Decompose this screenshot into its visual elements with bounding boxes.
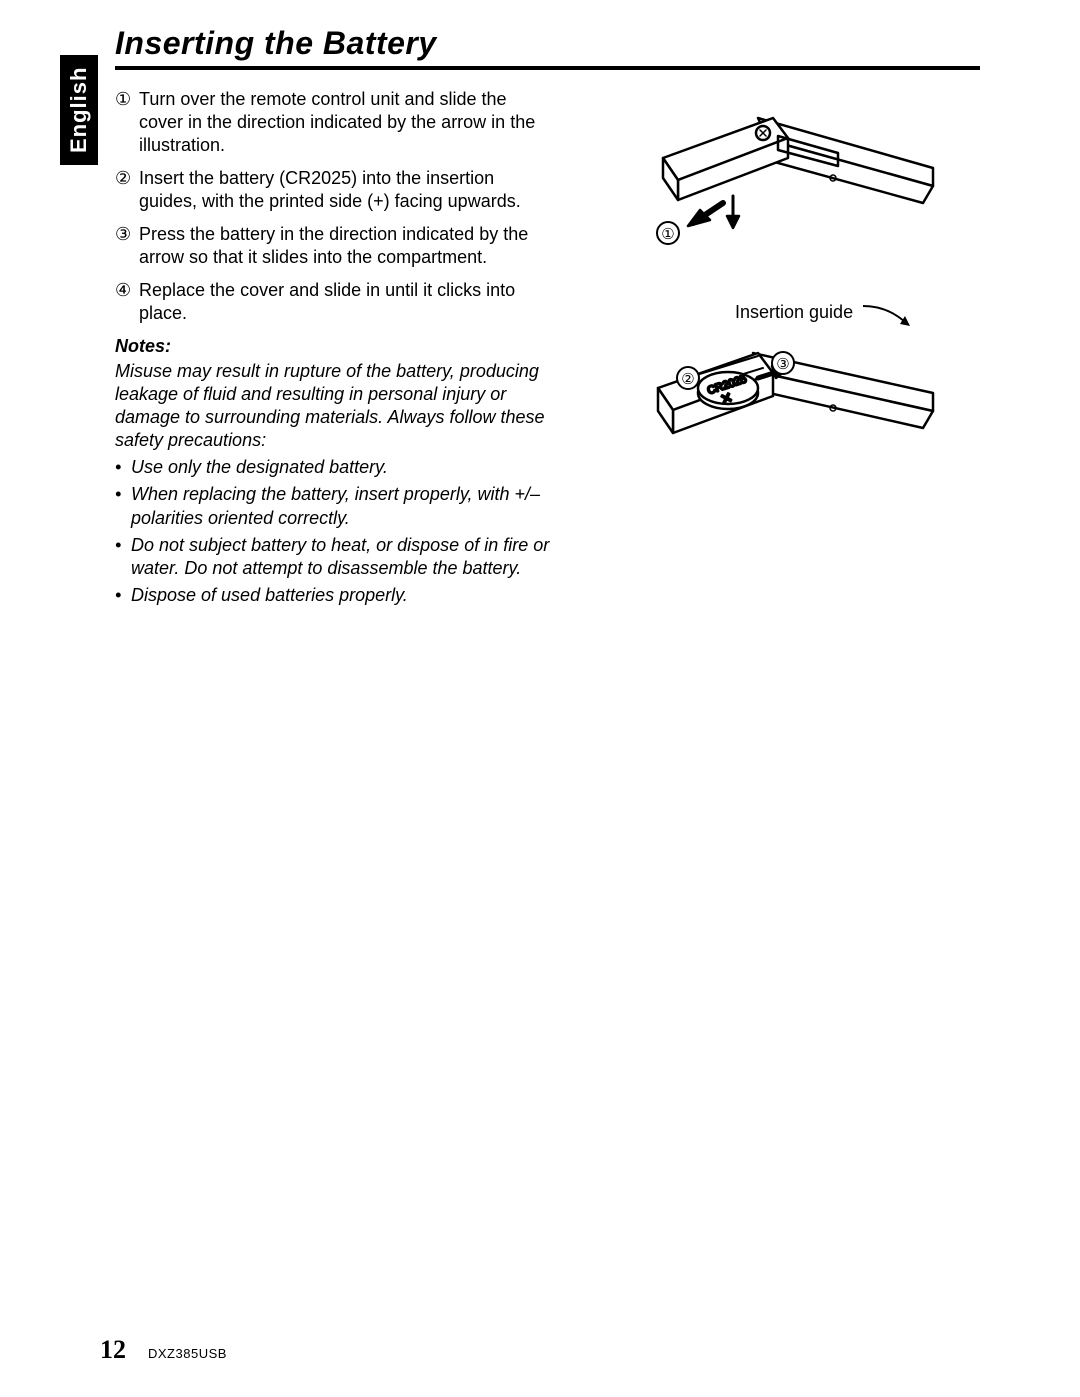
note-text: When replacing the battery, insert prope… [131, 483, 555, 529]
callout-3-icon: ③ [772, 352, 794, 374]
note-text: Use only the designated battery. [131, 456, 555, 479]
bullet-icon: • [115, 584, 131, 607]
note-item: • Use only the designated battery. [115, 456, 555, 479]
leader-arrow-icon [858, 298, 918, 328]
step-text: Turn over the remote control unit and sl… [139, 88, 555, 157]
step-item: ③ Press the battery in the direction ind… [115, 223, 555, 269]
notes-list: • Use only the designated battery. • Whe… [115, 456, 555, 606]
note-item: • Dispose of used batteries properly. [115, 584, 555, 607]
step-item: ① Turn over the remote control unit and … [115, 88, 555, 157]
step-marker: ③ [115, 223, 139, 269]
step-marker: ① [115, 88, 139, 157]
content-row: ① Turn over the remote control unit and … [115, 88, 980, 611]
svg-text:③: ③ [776, 356, 789, 373]
step-item: ④ Replace the cover and slide in until i… [115, 279, 555, 325]
step-text: Press the battery in the direction indic… [139, 223, 555, 269]
svg-text:②: ② [681, 371, 694, 388]
step-marker: ④ [115, 279, 139, 325]
left-column: ① Turn over the remote control unit and … [115, 88, 555, 611]
callout-1-icon: ① [657, 222, 679, 244]
callout-2-icon: ② [677, 367, 699, 389]
svg-text:①: ① [661, 226, 674, 243]
step-marker: ② [115, 167, 139, 213]
step-list: ① Turn over the remote control unit and … [115, 88, 555, 325]
bullet-icon: • [115, 456, 131, 479]
step-item: ② Insert the battery (CR2025) into the i… [115, 167, 555, 213]
note-text: Dispose of used batteries properly. [131, 584, 555, 607]
manual-page: English Inserting the Battery ① Turn ove… [0, 0, 1080, 1397]
figure-1-remote-cover: ① [638, 88, 938, 268]
bullet-icon: • [115, 483, 131, 529]
page-title: Inserting the Battery [115, 25, 980, 66]
note-item: • When replacing the battery, insert pro… [115, 483, 555, 529]
right-column: ① Insertion guide [595, 88, 980, 611]
page-footer: 12 DXZ385USB [100, 1335, 227, 1365]
page-number: 12 [100, 1335, 126, 1365]
model-code: DXZ385USB [148, 1346, 227, 1361]
notes-intro: Misuse may result in rupture of the batt… [115, 360, 555, 452]
language-tab: English [60, 55, 98, 165]
bullet-icon: • [115, 534, 131, 580]
figure-2-battery-insertion: CR2025 ✕ ② ③ [638, 308, 938, 498]
step-text: Replace the cover and slide in until it … [139, 279, 555, 325]
note-text: Do not subject battery to heat, or dispo… [131, 534, 555, 580]
notes-heading: Notes: [115, 335, 555, 358]
insertion-guide-label: Insertion guide [735, 298, 918, 328]
note-item: • Do not subject battery to heat, or dis… [115, 534, 555, 580]
title-rule [115, 66, 980, 70]
step-text: Insert the battery (CR2025) into the ins… [139, 167, 555, 213]
